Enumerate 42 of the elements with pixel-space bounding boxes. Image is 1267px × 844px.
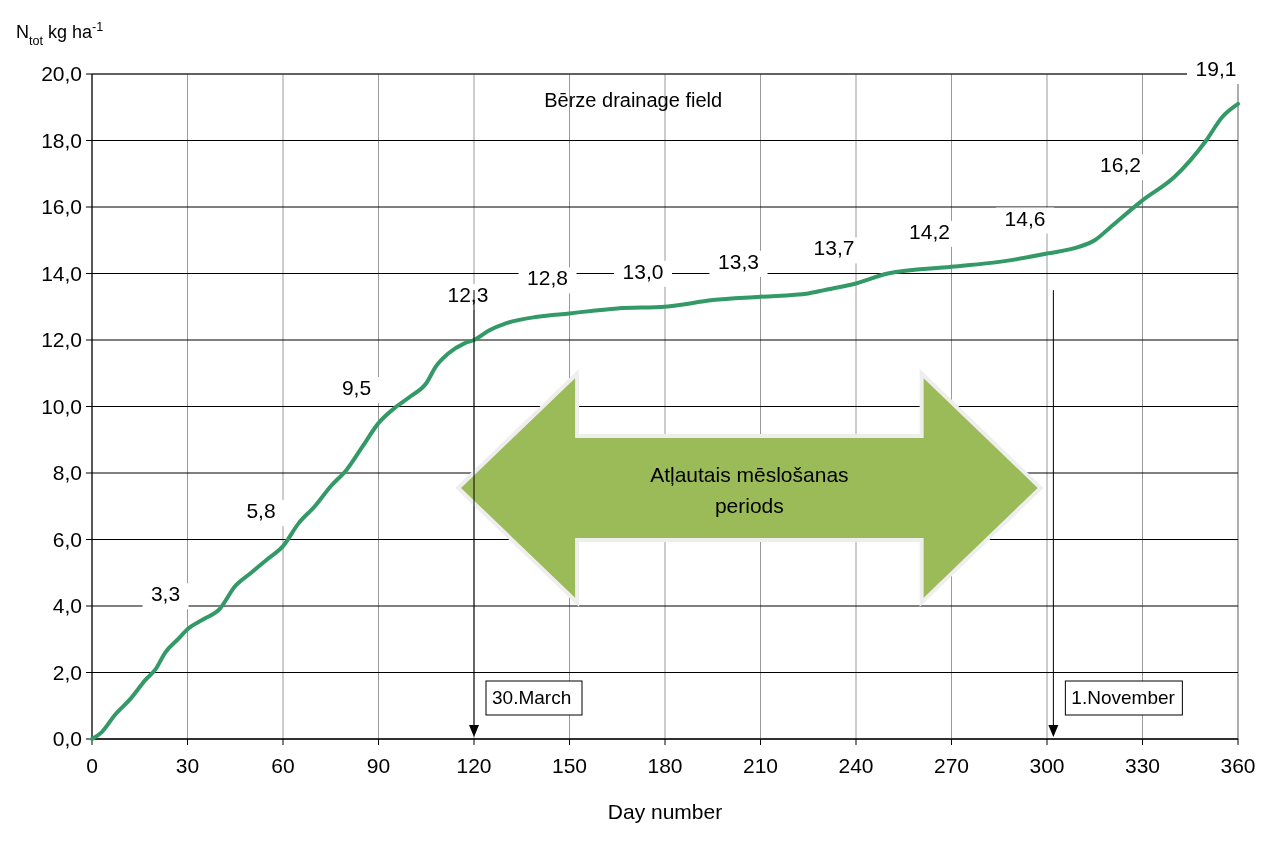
annotation: 19,1 (1195, 56, 1237, 80)
annotation: Atļautais mēslošanas periods (650, 462, 849, 518)
x-axis-title: Day number (607, 800, 723, 823)
text: Bērze drainage field (544, 89, 723, 112)
x-tick-label: 210 (742, 754, 779, 777)
y-tick-label: 0,0 (52, 727, 82, 751)
annotation: 16,2 (1100, 153, 1141, 177)
x-tick-label: 180 (647, 754, 683, 777)
annotation: 13,0 (622, 259, 664, 283)
annotation: 13,3 (718, 249, 759, 273)
x-tick-label: 60 (271, 754, 295, 777)
ref-line-label: 30.March (492, 687, 572, 708)
y-tick-label: 18,0 (41, 128, 82, 152)
y-axis-title: N$_{tot}$ kg ha$^{-1}$ (16, 20, 104, 48)
x-tick-label: 240 (838, 754, 874, 777)
annotation: 12,3 (447, 283, 489, 307)
y-tick-label: 6,0 (52, 527, 82, 551)
y-tick-label: 10,0 (41, 394, 82, 418)
x-tick-label: 330 (1124, 754, 1161, 777)
y-tick-label: 8,0 (52, 461, 82, 485)
x-tick-label: 150 (551, 754, 588, 777)
x-tick-label: 300 (1029, 754, 1065, 777)
annotation: 14,6 (1004, 206, 1046, 230)
y-tick-label: 14,0 (41, 261, 82, 285)
y-tick-label: 12,0 (41, 328, 82, 352)
annotation: 12,8 (527, 266, 568, 290)
annotation: 3,3 (150, 582, 181, 606)
x-tick-label: 90 (366, 754, 391, 777)
x-tick-label: 30 (175, 754, 200, 777)
x-tick-label: 0 (86, 754, 98, 777)
annotation: 13,7 (813, 236, 855, 260)
y-tick-label: 2,0 (52, 660, 82, 684)
annotation: 9,5 (341, 376, 372, 400)
y-tick-label: 16,0 (41, 195, 82, 219)
x-tick-label: 120 (456, 754, 492, 777)
annotation: 5,8 (246, 499, 276, 523)
annotation: 14,2 (909, 219, 950, 243)
ref-line-label: 1.November (1071, 687, 1176, 708)
x-tick-label: 270 (933, 754, 970, 777)
y-tick-label: 20,0 (41, 62, 82, 86)
y-tick-label: 4,0 (52, 594, 82, 618)
x-tick-label: 360 (1220, 754, 1256, 777)
